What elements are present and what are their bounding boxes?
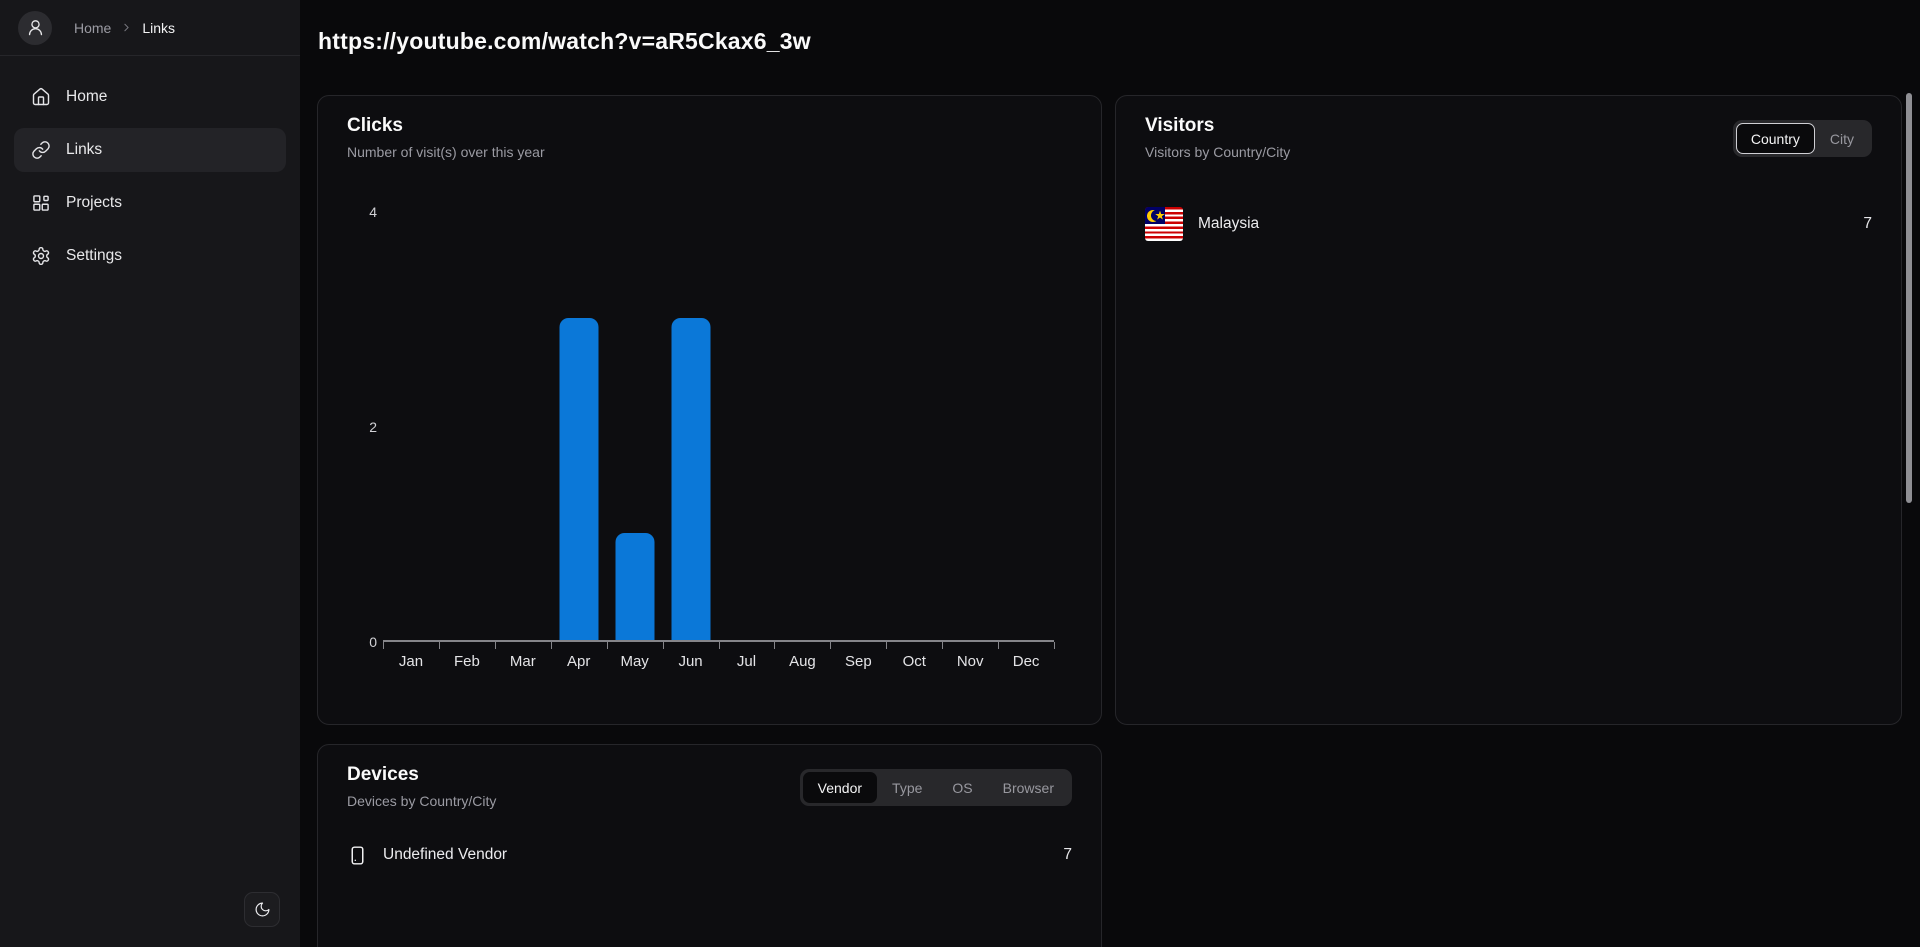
clicks-card: Clicks Number of visit(s) over this year… [317, 95, 1102, 725]
axis-tick [438, 642, 440, 649]
axis-tick [774, 642, 776, 649]
chevron-right-icon [120, 21, 133, 34]
x-axis-label: Apr [567, 653, 591, 670]
sidebar-item-projects[interactable]: Projects [14, 181, 286, 225]
clicks-card-subtitle: Number of visit(s) over this year [347, 144, 545, 160]
visitors-toggle-country[interactable]: Country [1735, 123, 1815, 154]
clicks-card-title: Clicks [347, 115, 403, 136]
y-axis-label: 0 [369, 634, 377, 650]
axis-tick [998, 642, 1000, 649]
y-axis-label: 4 [369, 204, 377, 220]
visitor-count: 7 [1863, 215, 1872, 232]
chart-month-oct: Oct [886, 212, 942, 670]
x-axis-label: Nov [956, 653, 984, 670]
breadcrumb-item-links[interactable]: Links [142, 19, 176, 36]
devices-list: Undefined Vendor 7 [347, 833, 1072, 877]
moon-icon [254, 901, 271, 918]
x-axis-label: Mar [509, 653, 536, 670]
sidebar-item-home[interactable]: Home [14, 75, 286, 119]
visitors-card-title: Visitors [1145, 115, 1215, 136]
x-axis-label: Sep [844, 653, 872, 670]
devices-card-title: Devices [347, 764, 419, 785]
scrollbar-thumb[interactable] [1906, 93, 1912, 503]
link-icon [31, 140, 51, 160]
axis-tick [494, 642, 496, 649]
chart-month-apr: Apr [550, 212, 607, 670]
devices-tab-type[interactable]: Type [877, 772, 937, 803]
sidebar-item-links[interactable]: Links [14, 128, 286, 172]
user-icon [26, 18, 45, 37]
chart-bar-jun [671, 317, 711, 640]
x-axis-label: Oct [902, 653, 926, 670]
x-axis-label: May [620, 653, 649, 670]
devices-card: Devices Devices by Country/City Vendor Ty… [317, 744, 1102, 947]
y-axis-label: 2 [369, 419, 377, 435]
x-axis-label: Feb [453, 653, 480, 670]
visitor-row: Malaysia 7 [1145, 202, 1872, 246]
device-label: Undefined Vendor [383, 846, 508, 863]
gear-icon [31, 246, 51, 266]
breadcrumb-item-home[interactable]: Home [74, 19, 112, 36]
chart-month-jan: Jan [383, 212, 439, 670]
axis-tick [550, 642, 552, 649]
devices-tab-os[interactable]: OS [937, 772, 987, 803]
topbar: Home Links [0, 0, 300, 56]
smartphone-icon [347, 845, 368, 866]
chart-month-jun: Jun [662, 212, 719, 670]
x-axis-label: Jul [736, 653, 757, 670]
sidebar-item-label: Settings [66, 247, 123, 264]
home-icon [31, 87, 51, 107]
devices-tabs: Vendor Type OS Browser [799, 769, 1072, 806]
chart-month-jul: Jul [718, 212, 775, 670]
visitors-card-subtitle: Visitors by Country/City [1145, 144, 1291, 160]
devices-tab-vendor[interactable]: Vendor [802, 772, 878, 803]
main-content: https://youtube.com/watch?v=aR5Ckax6_3w … [300, 0, 1920, 947]
malaysia-flag-icon [1145, 207, 1183, 241]
x-axis-label: Jun [678, 653, 703, 670]
axis-tick [942, 642, 944, 649]
chart-month-aug: Aug [774, 212, 830, 670]
device-count: 7 [1063, 846, 1072, 863]
axis-tick [886, 642, 888, 649]
clicks-bar-chart: 4 2 0 Jan Feb Mar Apr May Jun Jul Aug Sep Oct Nov Dec [347, 204, 1072, 704]
chart-month-may: May [606, 212, 663, 670]
chart-bar-apr [559, 317, 599, 640]
theme-toggle-button[interactable] [244, 892, 280, 927]
user-avatar[interactable] [18, 10, 52, 45]
axis-tick [830, 642, 832, 649]
sidebar-item-label: Home [66, 88, 108, 105]
breadcrumb: Home Links [74, 20, 175, 36]
sidebar: Home Links Home Links Projects Settings [0, 0, 300, 947]
devices-card-subtitle: Devices by Country/City [347, 793, 497, 809]
x-axis-label: Jan [398, 653, 424, 670]
visitor-label: Malaysia [1198, 215, 1260, 232]
sidebar-item-label: Links [66, 141, 103, 158]
projects-icon [31, 193, 51, 213]
axis-tick [662, 642, 664, 649]
page-title: https://youtube.com/watch?v=aR5Ckax6_3w [318, 28, 811, 54]
sidebar-item-settings[interactable]: Settings [14, 234, 286, 278]
axis-tick [718, 642, 720, 649]
chart-bar-may [615, 532, 655, 640]
visitors-country-city-toggle: Country City [1732, 120, 1872, 157]
cards-grid: Clicks Number of visit(s) over this year… [317, 95, 1902, 947]
chart-month-dec: Dec [998, 212, 1054, 670]
chart-plot-area: Jan Feb Mar Apr May Jun Jul Aug Sep Oct Nov Dec [383, 212, 1055, 670]
axis-tick [606, 642, 608, 649]
visitors-list: Malaysia 7 [1145, 202, 1872, 246]
chart-month-nov: Nov [942, 212, 998, 670]
devices-tab-browser[interactable]: Browser [988, 772, 1069, 803]
axis-tick [383, 642, 384, 649]
chart-month-sep: Sep [830, 212, 886, 670]
visitors-toggle-city[interactable]: City [1815, 123, 1869, 154]
chart-month-feb: Feb [438, 212, 495, 670]
sidebar-nav: Home Links Projects Settings [0, 56, 300, 297]
x-axis-label: Dec [1012, 653, 1040, 670]
x-axis-label: Aug [789, 653, 816, 670]
device-row: Undefined Vendor 7 [347, 833, 1072, 877]
chart-month-mar: Mar [494, 212, 551, 670]
sidebar-item-label: Projects [66, 194, 122, 211]
visitors-card: Visitors Visitors by Country/City Countr… [1115, 95, 1902, 725]
